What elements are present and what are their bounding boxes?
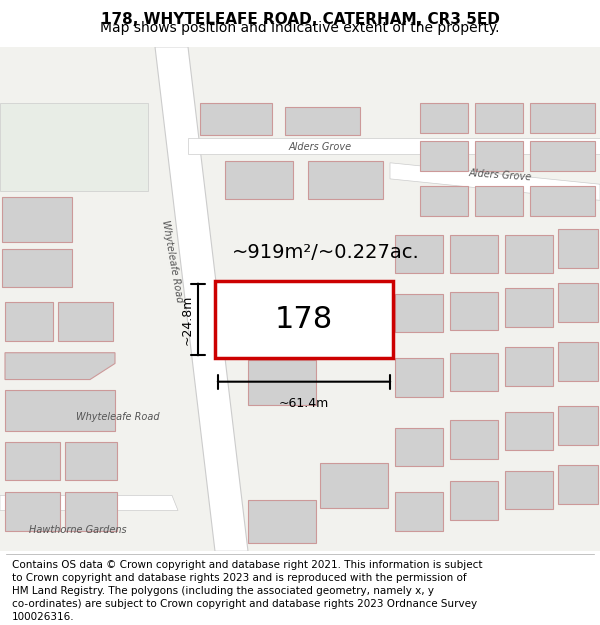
Bar (450, 421, 498, 459)
Text: Whyteleafe Road: Whyteleafe Road (160, 219, 184, 304)
Polygon shape (5, 352, 115, 379)
Text: Contains OS data © Crown copyright and database right 2021. This information is : Contains OS data © Crown copyright and d… (12, 560, 482, 570)
Bar (395, 492, 443, 531)
Bar (450, 291, 498, 330)
Bar (248, 500, 316, 542)
Bar (558, 229, 598, 268)
Bar (505, 471, 553, 509)
Bar (475, 102, 523, 132)
Bar (285, 107, 360, 135)
Bar (558, 406, 598, 445)
Polygon shape (155, 47, 248, 551)
Bar (2, 249, 72, 288)
Bar (530, 186, 595, 216)
Bar (450, 352, 498, 391)
Text: Hawthorne Gardens: Hawthorne Gardens (29, 525, 127, 535)
Bar (530, 141, 595, 171)
Text: 178: 178 (275, 305, 333, 334)
Bar (0, 102, 148, 191)
Bar (505, 348, 553, 386)
Bar (65, 492, 117, 531)
Bar (65, 442, 117, 481)
Text: Map shows position and indicative extent of the property.: Map shows position and indicative extent… (100, 21, 500, 35)
Bar (395, 294, 443, 333)
Bar (215, 281, 393, 358)
Bar (58, 302, 113, 341)
Text: ~61.4m: ~61.4m (279, 397, 329, 410)
Text: co-ordinates) are subject to Crown copyright and database rights 2023 Ordnance S: co-ordinates) are subject to Crown copyr… (12, 599, 477, 609)
Text: ~24.8m: ~24.8m (181, 294, 194, 344)
Bar (420, 102, 468, 132)
Bar (308, 161, 383, 199)
Bar (450, 234, 498, 273)
Bar (475, 141, 523, 171)
Polygon shape (0, 496, 178, 511)
Bar (505, 412, 553, 451)
Text: HM Land Registry. The polygons (including the associated geometry, namely x, y: HM Land Registry. The polygons (includin… (12, 586, 434, 596)
Bar (475, 186, 523, 216)
Bar (420, 186, 468, 216)
Text: to Crown copyright and database rights 2023 and is reproduced with the permissio: to Crown copyright and database rights 2… (12, 573, 467, 583)
Bar (320, 463, 388, 508)
Bar (225, 161, 293, 199)
Bar (200, 102, 272, 135)
Bar (5, 442, 60, 481)
Bar (5, 302, 53, 341)
Text: Alders Grove: Alders Grove (289, 142, 352, 152)
Text: Alders Grove: Alders Grove (468, 169, 532, 183)
Bar (505, 288, 553, 327)
Bar (530, 102, 595, 132)
Bar (395, 428, 443, 466)
Text: Whyteleafe Road: Whyteleafe Road (76, 412, 160, 422)
Bar (558, 283, 598, 322)
Polygon shape (390, 162, 600, 201)
Bar (450, 481, 498, 520)
Polygon shape (188, 138, 600, 154)
Bar (5, 492, 60, 531)
Bar (558, 466, 598, 504)
Text: 178, WHYTELEAFE ROAD, CATERHAM, CR3 5ED: 178, WHYTELEAFE ROAD, CATERHAM, CR3 5ED (101, 12, 499, 27)
Text: 100026316.: 100026316. (12, 612, 74, 622)
Bar (2, 197, 72, 242)
Bar (395, 234, 443, 273)
Bar (558, 342, 598, 381)
Text: ~919m²/~0.227ac.: ~919m²/~0.227ac. (232, 242, 420, 261)
Bar (5, 390, 115, 431)
Bar (248, 360, 316, 405)
Bar (420, 141, 468, 171)
Bar (395, 358, 443, 397)
Bar (505, 234, 553, 273)
